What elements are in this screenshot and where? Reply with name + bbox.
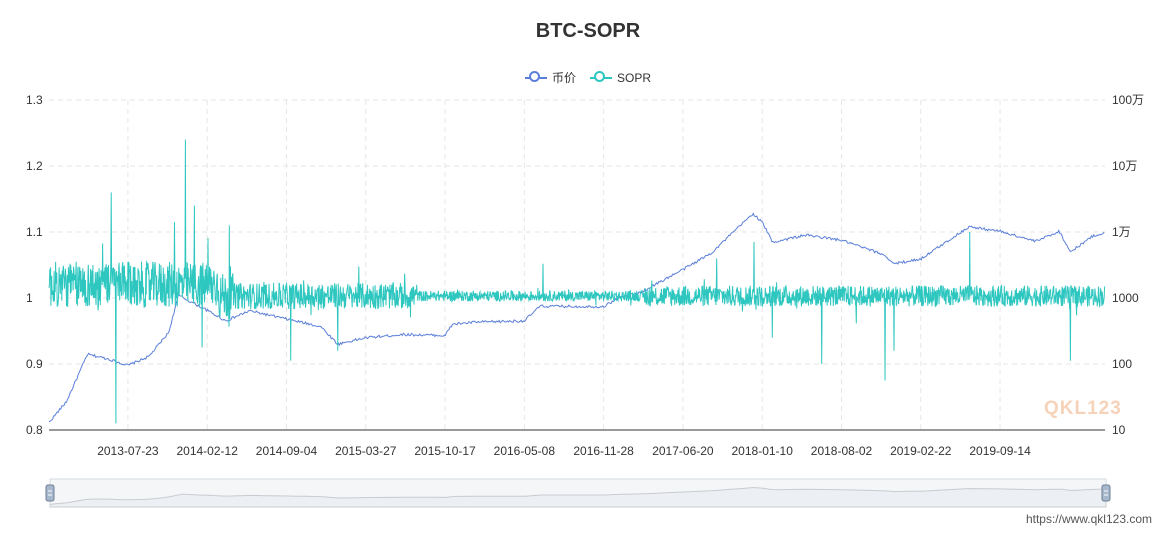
x-tick-label: 2017-06-20 bbox=[652, 444, 714, 458]
zoom-handle-left[interactable] bbox=[45, 484, 55, 502]
x-tick-label: 2014-02-12 bbox=[176, 444, 238, 458]
y-left-tick-label: 1.1 bbox=[26, 225, 43, 239]
y-right-tick-label: 1万 bbox=[1112, 225, 1131, 239]
y-right-tick-label: 100 bbox=[1112, 357, 1132, 371]
y-left-tick-label: 1 bbox=[26, 291, 33, 305]
x-tick-label: 2018-08-02 bbox=[811, 444, 873, 458]
series-line-price bbox=[48, 212, 1105, 423]
y-left-tick-label: 1.2 bbox=[26, 159, 43, 173]
legend-swatch-sopr bbox=[590, 70, 612, 85]
legend-label-sopr: SOPR bbox=[617, 70, 652, 85]
x-tick-label: 2016-05-08 bbox=[494, 444, 556, 458]
x-tick-label: 2013-07-23 bbox=[97, 444, 159, 458]
legend-item-sopr[interactable]: SOPR bbox=[590, 69, 651, 86]
x-tick-label: 2016-11-28 bbox=[573, 444, 634, 458]
legend-swatch-price bbox=[524, 70, 547, 85]
legend-item-price[interactable]: 币价 bbox=[524, 69, 576, 86]
x-tick-label: 2018-01-10 bbox=[732, 444, 794, 458]
zoom-handle-right[interactable] bbox=[1101, 484, 1111, 502]
y-right-tick-label: 100万 bbox=[1112, 93, 1144, 107]
watermark-logo: QKL123 bbox=[1044, 398, 1122, 419]
legend-label-price: 币价 bbox=[551, 71, 576, 85]
source-url[interactable]: https://www.qkl123.com bbox=[1025, 512, 1152, 526]
y-left-tick-label: 0.8 bbox=[26, 423, 43, 437]
legend: 币价 SOPR bbox=[0, 69, 1176, 86]
chart-title: BTC-SOPR bbox=[535, 20, 641, 42]
x-tick-label: 2015-10-17 bbox=[414, 444, 476, 458]
x-tick-label: 2019-02-22 bbox=[890, 444, 952, 458]
x-tick-label: 2019-09-14 bbox=[969, 444, 1031, 458]
x-tick-label: 2015-03-27 bbox=[335, 444, 397, 458]
y-right-tick-label: 10 bbox=[1112, 423, 1126, 437]
series-line-sopr bbox=[48, 139, 1106, 424]
zoom-slider-preview bbox=[49, 486, 1107, 508]
y-right-tick-label: 10万 bbox=[1112, 159, 1137, 173]
y-left-tick-label: 1.3 bbox=[26, 93, 43, 107]
x-tick-label: 2014-09-04 bbox=[256, 444, 318, 458]
y-left-tick-label: 0.9 bbox=[26, 357, 43, 371]
y-right-tick-label: 1000 bbox=[1112, 291, 1139, 305]
